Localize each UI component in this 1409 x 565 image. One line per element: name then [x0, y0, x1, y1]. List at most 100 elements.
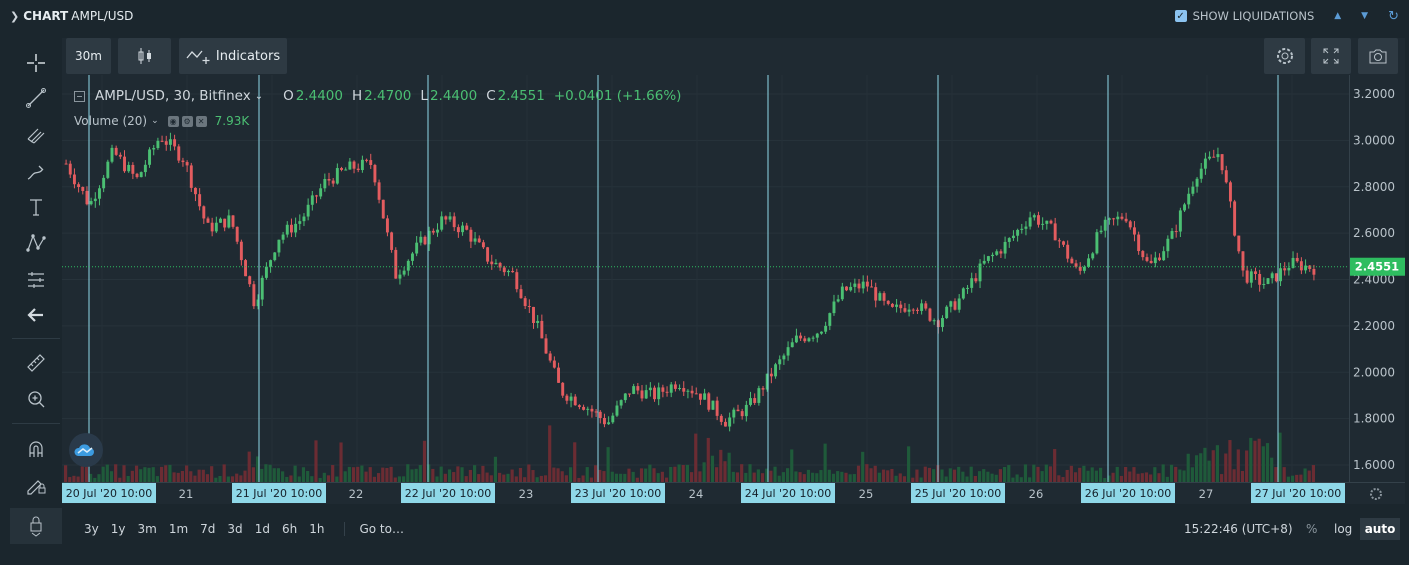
- chart-type-button[interactable]: [118, 38, 171, 74]
- volume-bar: [719, 449, 723, 482]
- range-button[interactable]: 1h: [309, 522, 325, 536]
- range-button[interactable]: 3d: [227, 522, 243, 536]
- candle-body: [619, 400, 623, 406]
- candle-body: [523, 298, 527, 307]
- volume-bar: [180, 470, 185, 482]
- indicators-button[interactable]: Indicators: [179, 38, 287, 74]
- volume-bar: [560, 471, 564, 482]
- range-button[interactable]: 1y: [110, 522, 126, 536]
- log-scale-button[interactable]: log: [1334, 522, 1353, 536]
- price-chart[interactable]: 3.2000 3.0000 2.8000 2.6000 2.4000 2.2000 2.00…: [62, 38, 1405, 504]
- fullscreen-button[interactable]: [1311, 38, 1351, 74]
- checkbox-checked-icon[interactable]: ✓: [1174, 10, 1187, 22]
- candle-body: [72, 174, 76, 185]
- settings-button[interactable]: [1264, 38, 1305, 74]
- volume-bar: [1203, 447, 1207, 482]
- volume-bar: [1140, 473, 1144, 482]
- volume-label[interactable]: Volume (20): [74, 114, 148, 128]
- settings-small-icon[interactable]: ⚙: [181, 115, 193, 127]
- range-button[interactable]: 1m: [168, 522, 189, 536]
- candle-body: [1245, 270, 1249, 283]
- magnet-tool[interactable]: [10, 434, 62, 464]
- symbol-label[interactable]: AMPL/USD, 30, Bitfinex: [95, 88, 251, 104]
- range-button[interactable]: 6h: [281, 522, 298, 536]
- interval-button[interactable]: 30m: [66, 38, 111, 74]
- chart-title[interactable]: ❯ CHART AMPL/USD: [10, 9, 133, 23]
- refresh-icon[interactable]: ↻: [1388, 8, 1399, 24]
- candle-body: [577, 405, 581, 407]
- price-axis-label: 3.2000: [1353, 87, 1395, 101]
- hide-toolbar-tool[interactable]: [10, 300, 62, 330]
- candle-body: [436, 229, 439, 233]
- collapse-chevron-icon[interactable]: ❯: [10, 9, 20, 23]
- clock[interactable]: 15:22:46 (UTC+8): [1184, 522, 1293, 536]
- volume-bar: [740, 464, 744, 482]
- trend-line-tool[interactable]: [10, 83, 62, 113]
- volume-bar: [898, 473, 902, 482]
- goto-button[interactable]: Go to…: [344, 522, 404, 536]
- volume-bar: [873, 465, 877, 482]
- move-up-icon[interactable]: ▲: [1334, 11, 1342, 21]
- show-liquidations-toggle[interactable]: ✓ SHOW LIQUIDATIONS: [1174, 9, 1314, 23]
- candle-body: [607, 422, 611, 425]
- move-down-icon[interactable]: ▼: [1361, 11, 1369, 21]
- volume-dropdown-icon[interactable]: ⌄: [151, 116, 159, 126]
- collapse-legend-icon[interactable]: [74, 90, 85, 102]
- volume-bar: [965, 476, 969, 482]
- candle-body: [966, 287, 969, 289]
- candle-body: [173, 139, 177, 147]
- crosshair-tool[interactable]: [10, 48, 62, 78]
- eye-icon[interactable]: ◉: [167, 115, 179, 127]
- volume-bar: [356, 466, 360, 482]
- candle-body: [824, 325, 828, 332]
- candle-body: [214, 222, 218, 232]
- prediction-tool[interactable]: [10, 265, 62, 295]
- candle-body: [515, 272, 519, 290]
- close-small-icon[interactable]: ✕: [195, 115, 207, 127]
- axis-settings-gear-icon[interactable]: [1370, 488, 1382, 500]
- volume-bar: [93, 477, 97, 482]
- percent-scale-button[interactable]: %: [1306, 522, 1318, 536]
- text-tool[interactable]: [10, 192, 62, 222]
- volume-bar: [126, 475, 130, 482]
- range-button[interactable]: 1d: [254, 522, 270, 536]
- brush-tool[interactable]: [10, 156, 62, 186]
- volume-bar: [982, 469, 986, 482]
- candle-body: [1149, 260, 1153, 264]
- candle-body: [1070, 258, 1074, 264]
- auto-scale-button[interactable]: auto: [1360, 518, 1400, 540]
- candle-body: [306, 204, 310, 217]
- volume-bar: [790, 449, 794, 482]
- range-button[interactable]: 3m: [137, 522, 157, 536]
- candle-body: [636, 386, 640, 391]
- range-button[interactable]: 3y: [84, 522, 99, 536]
- zoom-tool[interactable]: [10, 384, 62, 414]
- time-marker-tag-label: 22 Jul '20 10:00: [405, 487, 491, 500]
- volume-bar: [80, 466, 84, 482]
- measure-tool[interactable]: [10, 348, 62, 378]
- pitchfork-tool[interactable]: [10, 119, 62, 149]
- volume-bar: [1078, 467, 1082, 482]
- volume-bar: [823, 443, 827, 482]
- candle-body: [1082, 266, 1086, 271]
- lock-drawings-tool[interactable]: [10, 470, 62, 500]
- volume-bar: [493, 456, 498, 482]
- volume-bar: [1303, 468, 1307, 482]
- range-button[interactable]: 7d: [200, 522, 216, 536]
- volume-bar: [886, 470, 890, 482]
- more-tools[interactable]: [10, 508, 62, 544]
- volume-bar: [397, 476, 402, 482]
- chart-panel[interactable]: 3.2000 3.0000 2.8000 2.6000 2.4000 2.2000 2.00…: [62, 38, 1405, 504]
- range-selector: 3y 1y 3m 1m 7d 3d 1d 6h 1h: [78, 522, 330, 536]
- symbol-dropdown-icon[interactable]: ⌄: [254, 90, 264, 102]
- chart-logo[interactable]: [69, 433, 103, 467]
- candle-body: [1158, 257, 1161, 261]
- volume-bar: [1174, 466, 1178, 482]
- volume-bar: [255, 456, 260, 482]
- candle-body: [786, 347, 790, 356]
- pattern-tool[interactable]: [10, 228, 62, 258]
- candle-body: [678, 388, 682, 390]
- screenshot-button[interactable]: [1358, 38, 1398, 74]
- volume-bar: [573, 442, 577, 482]
- volume-bar: [322, 472, 326, 482]
